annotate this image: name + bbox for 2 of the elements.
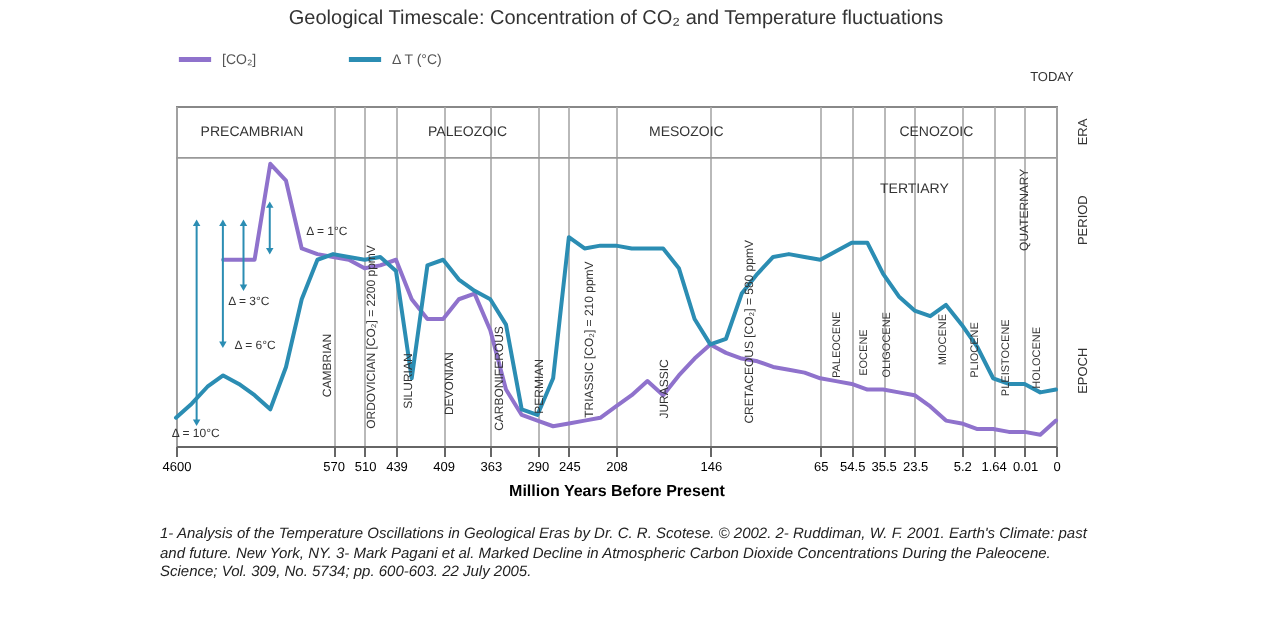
- chart-title: Geological Timescale: Concentration of CO₂ and Temperature fluctuations: [288, 8, 944, 30]
- x-axis-title: Million Years Before Present: [509, 482, 726, 500]
